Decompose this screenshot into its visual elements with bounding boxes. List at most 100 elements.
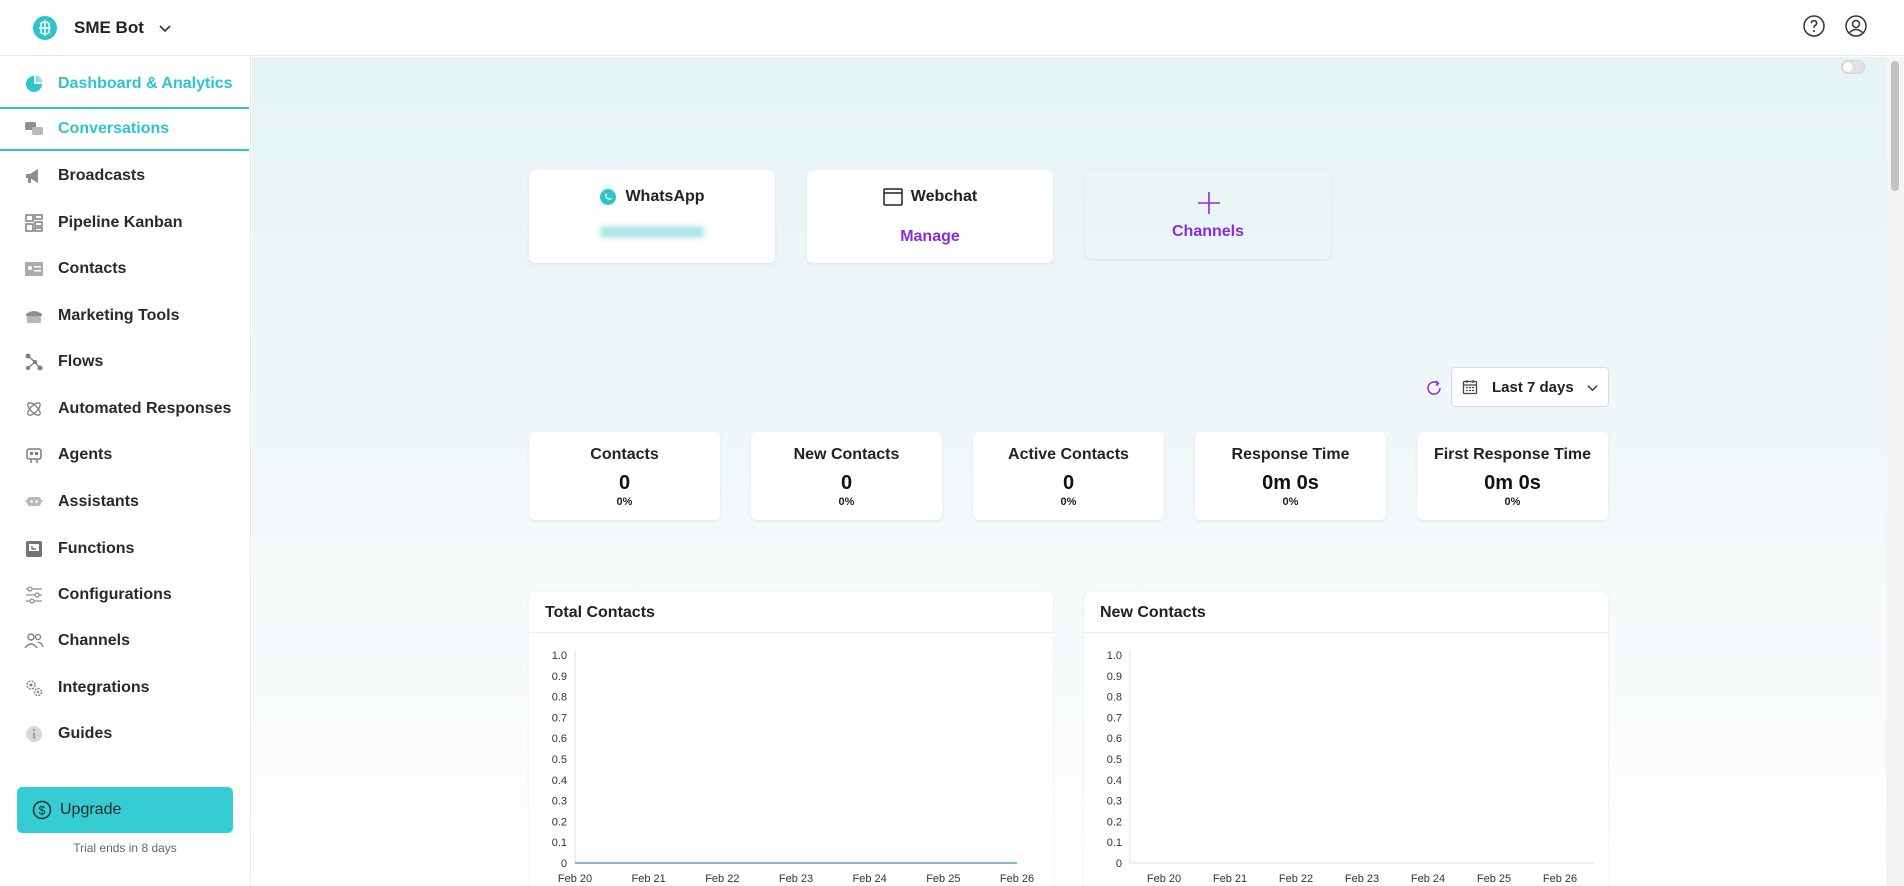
workspace-switcher[interactable]: SME Bot	[32, 15, 172, 41]
webchat-channel-card: Webchat Manage	[807, 170, 1053, 263]
calendar-icon	[1462, 380, 1478, 395]
sidebar-item-integrations[interactable]: Integrations	[0, 666, 249, 710]
sidebar-item-automated-responses[interactable]: Automated Responses	[0, 387, 249, 431]
stat-change: 0%	[616, 496, 633, 508]
y-tick-label: 0.1	[1107, 837, 1122, 849]
y-tick-label: 0.5	[1107, 754, 1122, 766]
sidebar-item-marketing-tools[interactable]: Marketing Tools	[0, 294, 249, 338]
upgrade-label: Upgrade	[60, 801, 122, 818]
y-tick-label: 0.4	[1107, 775, 1122, 787]
info-icon	[26, 726, 42, 742]
y-tick-label: 0.6	[552, 733, 567, 745]
stat-card-active-contacts: Active Contacts 0 0%	[973, 432, 1164, 520]
stat-card-response-time: Response Time 0m 0s 0%	[1195, 432, 1386, 520]
sidebar-item-contacts[interactable]: Contacts	[0, 247, 249, 291]
sidebar-item-label: Agents	[58, 446, 113, 463]
sidebar-item-pipeline-kanban[interactable]: Pipeline Kanban	[0, 201, 249, 245]
theme-toggle[interactable]	[1841, 60, 1865, 74]
sidebar-item-dashboard[interactable]: Dashboard & Analytics	[0, 62, 249, 106]
date-range-value: Last 7 days	[1492, 378, 1574, 396]
total-contacts-chart-card: Total Contacts 0 0.1 0.2 0.3 0.4 0.5 0.6 0.7 0.8…	[529, 592, 1053, 886]
sidebar-item-assistants[interactable]: Assistants	[0, 480, 249, 524]
dollar-icon: $	[32, 800, 52, 820]
sidebar-item-label: Automated Responses	[58, 400, 232, 417]
sliders-icon	[26, 586, 42, 604]
sidebar-item-label: Functions	[58, 540, 135, 557]
stat-label: New Contacts	[793, 446, 900, 463]
vertical-scrollbar[interactable]	[1886, 57, 1904, 886]
storefront-icon	[26, 311, 42, 323]
sidebar-item-label: Flows	[58, 353, 104, 370]
sidebar-item-conversations[interactable]: Conversations	[0, 107, 249, 151]
sidebar-item-flows[interactable]: Flows	[0, 340, 249, 384]
sidebar-item-label: Configurations	[58, 586, 172, 603]
svg-text:$: $	[39, 804, 46, 818]
add-channel-card[interactable]: Channels	[1085, 170, 1331, 259]
x-tick-label: Feb 26	[1000, 873, 1034, 885]
toggle-knob	[1843, 62, 1853, 72]
sidebar-item-functions[interactable]: Functions	[0, 527, 249, 571]
sidebar-item-label: Pipeline Kanban	[58, 214, 183, 231]
x-tick-label: Feb 20	[558, 873, 592, 885]
plus-icon	[1198, 192, 1220, 214]
date-range-select[interactable]: Last 7 days	[1451, 367, 1609, 407]
chevron-down-icon	[159, 24, 171, 32]
sidebar-item-label: Assistants	[58, 493, 139, 510]
chart-title: Total Contacts	[545, 604, 655, 621]
atom-icon	[27, 402, 41, 416]
dashboard-main: WhatsApp Webchat Manage Channels Last 7 …	[252, 57, 1886, 886]
y-tick-label: 0.3	[1107, 796, 1122, 808]
stat-label: First Response Time	[1433, 446, 1592, 463]
stat-value: 0	[618, 472, 631, 494]
refresh-icon[interactable]	[1425, 379, 1443, 397]
chart-title: New Contacts	[1100, 604, 1206, 621]
divider	[529, 632, 1053, 633]
stat-value: 0m 0s	[1262, 472, 1319, 494]
help-icon[interactable]	[1802, 14, 1826, 38]
chevron-down-icon	[1587, 384, 1598, 391]
x-tick-label: Feb 23	[1345, 873, 1379, 885]
sidebar-item-broadcasts[interactable]: Broadcasts	[0, 154, 249, 198]
x-tick-label: Feb 25	[1477, 873, 1511, 885]
y-tick-label: 0.6	[1107, 733, 1122, 745]
sidebar-item-guides[interactable]: Guides	[0, 712, 249, 756]
whatsapp-channel-card[interactable]: WhatsApp	[529, 170, 775, 263]
stat-card-first-response-time: First Response Time 0m 0s 0%	[1417, 432, 1608, 520]
manage-webchat-link[interactable]: Manage	[900, 228, 960, 245]
y-tick-label: 0.9	[1107, 671, 1122, 683]
brain-logo-icon	[33, 15, 57, 40]
y-tick-label: 0.7	[1107, 712, 1122, 724]
sidebar-item-label: Conversations	[58, 120, 170, 137]
y-tick-label: 0.2	[552, 816, 567, 828]
total-contacts-chart: 0 0.1 0.2 0.3 0.4 0.5 0.6 0.7 0.8 0.9 1.0 Feb 20 Feb…	[552, 650, 1034, 885]
x-tick-label: Feb 21	[632, 873, 666, 885]
sidebar-item-label: Contacts	[58, 260, 127, 277]
y-tick-label: 0.7	[552, 712, 567, 724]
sidebar-item-label: Broadcasts	[58, 167, 146, 184]
stat-change: 0%	[1060, 496, 1077, 508]
top-bar: SME Bot	[0, 0, 1904, 56]
y-tick-label: 1.0	[1107, 650, 1122, 662]
x-tick-label: Feb 24	[853, 873, 887, 885]
user-account-icon[interactable]	[1844, 14, 1868, 38]
sidebar: Dashboard & Analytics Conversations Broa…	[0, 56, 251, 886]
y-tick-label: 0.3	[552, 796, 567, 808]
whatsapp-title: WhatsApp	[625, 188, 705, 205]
upgrade-button[interactable]: $ Upgrade	[17, 787, 233, 833]
scrollbar-thumb[interactable]	[1891, 61, 1899, 191]
stat-label: Contacts	[590, 446, 659, 463]
kanban-icon	[25, 214, 43, 232]
sidebar-item-channels[interactable]: Channels	[0, 619, 249, 663]
sidebar-item-agents[interactable]: Agents	[0, 433, 249, 477]
workspace-name: SME Bot	[74, 17, 144, 37]
webchat-title: Webchat	[910, 188, 978, 205]
megaphone-icon	[26, 169, 38, 183]
x-tick-label: Feb 24	[1411, 873, 1445, 885]
pie-chart-icon	[26, 75, 43, 92]
add-channel-label: Channels	[1171, 223, 1244, 240]
y-tick-label: 0	[1116, 858, 1122, 870]
x-tick-label: Feb 21	[1213, 873, 1247, 885]
y-tick-label: 0.1	[552, 837, 567, 849]
sidebar-item-configurations[interactable]: Configurations	[0, 573, 249, 617]
stat-card-new-contacts: New Contacts 0 0%	[751, 432, 942, 520]
